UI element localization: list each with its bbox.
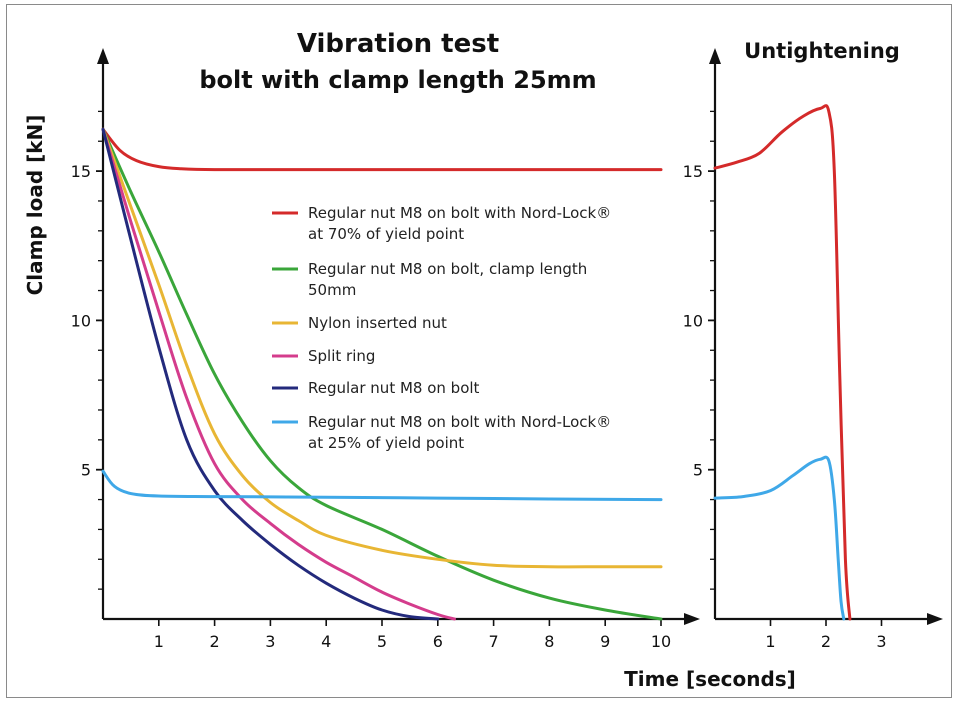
main-x-tick-label: 5 xyxy=(377,632,387,651)
y-axis-label: Clamp load [kN] xyxy=(23,115,47,296)
legend-label-4: Regular nut M8 on bolt xyxy=(308,379,480,397)
main-series-line-5 xyxy=(101,469,663,502)
untightening-y-tick-label: 15 xyxy=(683,162,703,181)
main-x-tick-label: 4 xyxy=(321,632,331,651)
main-x-tick-label: 2 xyxy=(210,632,220,651)
untightening-y-tick-label: 10 xyxy=(683,311,703,330)
legend-label-5: at 25% of yield point xyxy=(308,434,464,452)
main-x-tick-label: 3 xyxy=(265,632,275,651)
main-y-tick-label: 10 xyxy=(71,311,91,330)
main-series-line-4 xyxy=(101,127,440,621)
untightening-x-tick-label: 2 xyxy=(821,632,831,651)
untightening-x-tick-label: 3 xyxy=(876,632,886,651)
chart-frame xyxy=(6,4,952,698)
chart-subtitle: bolt with clamp length 25mm xyxy=(199,66,596,94)
main-x-tick-label: 7 xyxy=(489,632,499,651)
legend-label-0: Regular nut M8 on bolt with Nord-Lock® xyxy=(308,204,611,222)
untightening-x-tick-label: 1 xyxy=(765,632,775,651)
main-series-line-1 xyxy=(101,127,663,621)
untightening-x-arrow xyxy=(927,613,943,625)
main-y-tick-label: 15 xyxy=(71,162,91,181)
main-x-tick-label: 9 xyxy=(600,632,610,651)
untightening-series-line-0 xyxy=(713,104,852,621)
untightening-series-line-1 xyxy=(713,455,846,621)
legend-label-5: Regular nut M8 on bolt with Nord-Lock® xyxy=(308,413,611,431)
main-x-tick-label: 6 xyxy=(433,632,443,651)
legend-label-1: Regular nut M8 on bolt, clamp length xyxy=(308,260,587,278)
main-x-tick-label: 1 xyxy=(154,632,164,651)
legend-label-1: 50mm xyxy=(308,281,356,299)
untightening-title: Untightening xyxy=(744,39,900,63)
main-y-tick-label: 5 xyxy=(81,461,91,480)
x-axis-label: Time [seconds] xyxy=(624,667,796,691)
untightening-y-arrow xyxy=(709,48,721,64)
main-x-tick-label: 10 xyxy=(651,632,671,651)
main-series-line-2 xyxy=(101,127,663,569)
main-series-line-3 xyxy=(101,127,456,621)
legend-label-2: Nylon inserted nut xyxy=(308,314,447,332)
untightening-y-tick-label: 5 xyxy=(693,461,703,480)
main-x-tick-label: 8 xyxy=(544,632,554,651)
main-y-arrow xyxy=(97,48,109,64)
legend-label-0: at 70% of yield point xyxy=(308,225,464,243)
main-x-arrow xyxy=(684,613,700,625)
chart-title: Vibration test xyxy=(297,29,499,59)
main-series-line-0 xyxy=(101,127,663,172)
legend-label-3: Split ring xyxy=(308,347,375,365)
